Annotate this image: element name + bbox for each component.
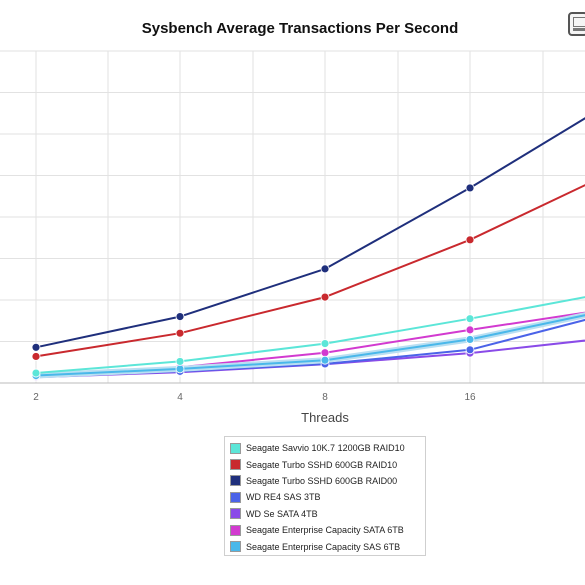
x-axis-label: Threads <box>301 410 349 425</box>
legend-label: Seagate Savvio 10K.7 1200GB RAID10 <box>246 443 405 454</box>
logo-icon <box>568 12 585 36</box>
legend-label: Seagate Turbo SSHD 600GB RAID10 <box>246 459 398 470</box>
legend-item[interactable]: Seagate Savvio 10K.7 1200GB RAID10 <box>230 440 425 456</box>
data-point[interactable] <box>31 352 41 361</box>
data-point[interactable] <box>175 357 185 366</box>
data-point[interactable] <box>465 325 475 335</box>
legend-swatch <box>230 442 241 454</box>
legend-swatch <box>230 491 241 503</box>
data-point[interactable] <box>320 348 330 358</box>
x-tick-label: 4 <box>177 392 183 403</box>
legend-swatch <box>230 524 241 536</box>
legend-item[interactable]: WD Se SATA 4TB <box>230 506 425 522</box>
data-point[interactable] <box>465 183 475 193</box>
data-point[interactable] <box>465 345 475 355</box>
x-tick-label: 2 <box>33 392 39 403</box>
legend-item[interactable]: Seagate Turbo SSHD 600GB RAID00 <box>230 473 425 489</box>
legend-swatch <box>230 541 241 553</box>
data-point[interactable] <box>465 335 475 344</box>
x-tick-label: 16 <box>464 392 476 403</box>
data-point[interactable] <box>31 368 41 378</box>
x-tick-labels: 2 4 8 16 <box>33 392 476 403</box>
chart-title: Sysbench Average Transactions Per Second <box>142 20 459 37</box>
legend-item[interactable]: Seagate Enterprise Capacity SAS 6TB <box>230 538 425 554</box>
legend-swatch <box>230 508 241 520</box>
logo-bar <box>573 28 585 31</box>
legend-label: WD Se SATA 4TB <box>246 508 318 519</box>
legend-item[interactable]: WD RE4 SAS 3TB <box>230 489 425 505</box>
legend-label: Seagate Enterprise Capacity SAS 6TB <box>246 541 401 552</box>
data-point[interactable] <box>320 339 330 348</box>
series-group <box>31 296 585 378</box>
data-point[interactable] <box>175 364 185 374</box>
series-group <box>31 184 585 361</box>
legend-swatch <box>230 475 241 487</box>
series-layer <box>31 117 585 382</box>
data-point[interactable] <box>31 342 41 352</box>
data-point[interactable] <box>320 264 330 274</box>
data-point[interactable] <box>175 312 185 322</box>
legend-label: Seagate Enterprise Capacity SATA 6TB <box>246 525 404 536</box>
x-tick-label: 8 <box>322 392 328 403</box>
legend-swatch <box>230 459 241 471</box>
legend-item[interactable]: Seagate Enterprise Capacity SATA 6TB <box>230 522 425 538</box>
data-point[interactable] <box>175 328 185 338</box>
logo-mark <box>573 17 585 27</box>
legend-item[interactable]: Seagate Turbo SSHD 600GB RAID10 <box>230 456 425 472</box>
series-line <box>35 184 585 358</box>
legend: Seagate Savvio 10K.7 1200GB RAID10 Seagat… <box>224 436 426 556</box>
legend-label: WD RE4 SAS 3TB <box>246 492 321 503</box>
series-group <box>31 117 585 352</box>
data-point[interactable] <box>320 292 330 302</box>
legend-label: Seagate Turbo SSHD 600GB RAID00 <box>246 475 398 486</box>
data-point[interactable] <box>320 355 330 365</box>
data-point[interactable] <box>465 235 475 245</box>
data-point[interactable] <box>465 314 475 324</box>
